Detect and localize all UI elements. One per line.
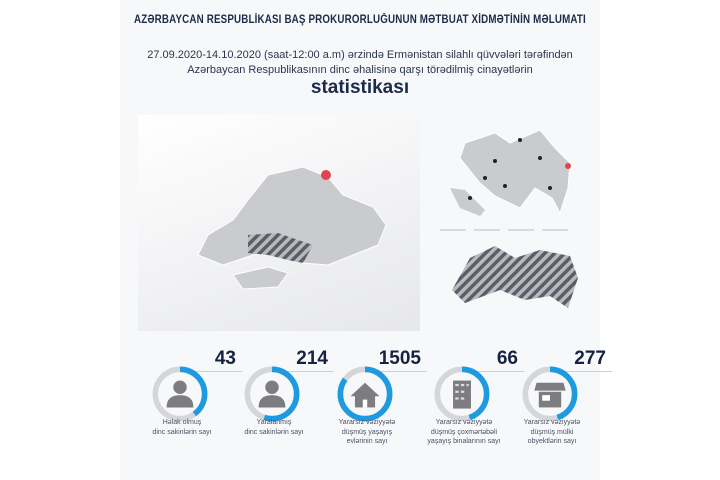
stat-label-line: Yararsız vəziyyətə <box>338 419 396 426</box>
stat-label-line: dinc sakinlərin sayı <box>152 428 212 436</box>
divider <box>180 371 242 372</box>
stat-value: 214 <box>296 348 328 369</box>
stat-label: Yararsız vəziyyətə düşmüş yaşayış evlərini… <box>317 418 417 447</box>
page-title: AZƏRBAYCAN RESPUBLİKASI BAŞ PROKURORLUĞU… <box>134 14 586 26</box>
stat-item: 214 Yaralanmış dinc sakinlərin sayı <box>234 348 334 468</box>
occupied-region <box>248 233 313 263</box>
stat-item: 43 Həlak olmuş dinc sakinlərin sayı <box>142 348 242 468</box>
stat-item: 1505 Yararsız vəziyyətə düşmüş yaşayış evl… <box>327 348 427 468</box>
stat-label-line: düşmüş yaşayış <box>341 428 393 436</box>
stat-label: Həlak olmuş dinc sakinlərin sayı <box>132 418 232 437</box>
progress-arc <box>434 366 490 422</box>
map-region <box>197 166 387 266</box>
progress-ring <box>522 366 578 422</box>
building-icon <box>453 380 471 409</box>
divider <box>272 371 334 372</box>
regional-map-panel <box>138 115 420 331</box>
azerbaijan-map <box>440 129 578 308</box>
progress-arc <box>152 366 208 422</box>
divider <box>550 371 612 372</box>
person-icon <box>166 380 194 408</box>
house-icon <box>350 382 380 408</box>
stat-value: 277 <box>574 348 606 369</box>
stat-label: Yararsız vəziyyətə düşmüş mülki obyektləri… <box>502 418 602 447</box>
progress-ring <box>337 366 393 422</box>
divider <box>365 371 427 372</box>
stat-label: Yaralanmış dinc sakinlərin sayı <box>224 418 324 437</box>
headline: statistikası <box>310 77 410 98</box>
person-icon <box>258 380 286 408</box>
progress-ring <box>434 366 490 422</box>
subtitle: 27.09.2020-14.10.2020 (saat-12:00 a.m) ə… <box>0 48 720 78</box>
stat-label-line: düşmüş çoxmərtəbəli <box>430 428 498 436</box>
stat-item: 66 Yararsız vəziyyətə düşmüş çoxmərtəbəli… <box>424 348 524 468</box>
subtitle-line-2: Azərbaycan Respublikasının dinc əhalisin… <box>187 64 533 76</box>
stat-label-line: dinc sakinlərin sayı <box>244 428 304 436</box>
stat-label-line: Yararsız vəziyyətə <box>435 419 493 426</box>
shop-icon <box>534 382 566 408</box>
stat-label-line: yaşayış binalarının sayı <box>427 438 501 445</box>
stat-value: 66 <box>496 348 518 369</box>
progress-arc <box>337 366 393 422</box>
progress-ring <box>152 366 208 422</box>
divider <box>462 371 524 372</box>
stat-label-line: düşmüş mülki <box>530 428 574 436</box>
stat-label-line: Yaralanmış <box>256 419 292 426</box>
stat-label: Yararsız vəziyyətə düşmüş çoxmərtəbəli yaş… <box>414 418 514 447</box>
stat-label-line: Yararsız vəziyyətə <box>523 419 581 426</box>
subtitle-line-1: 27.09.2020-14.10.2020 (saat-12:00 a.m) ə… <box>147 49 573 61</box>
stat-value: 1505 <box>378 348 421 369</box>
stat-label-line: Həlak olmuş <box>162 419 202 426</box>
marker-icon <box>321 170 331 180</box>
progress-arc <box>244 366 300 422</box>
stat-label-line: evlərinin sayı <box>346 438 388 445</box>
stat-label-line: obyektlərin sayı <box>527 438 577 445</box>
stat-value: 43 <box>214 348 236 369</box>
map-region <box>232 266 289 290</box>
regional-map <box>197 166 387 290</box>
progress-ring <box>244 366 300 422</box>
stat-item: 277 Yararsız vəziyyətə düşmüş mülki obyekt… <box>512 348 612 468</box>
progress-arc <box>522 366 578 422</box>
